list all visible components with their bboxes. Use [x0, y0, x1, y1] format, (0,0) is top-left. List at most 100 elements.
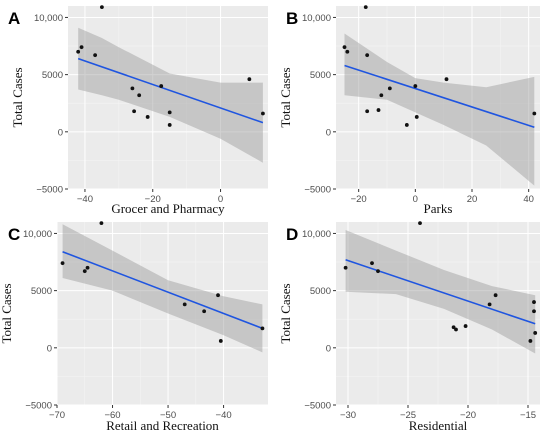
y-tick-label: 0	[326, 127, 331, 138]
data-point	[159, 84, 164, 88]
data-point	[343, 265, 348, 270]
data-point	[363, 5, 368, 10]
y-tick-label: 5000	[310, 70, 331, 81]
data-point	[454, 327, 458, 332]
data-point	[451, 325, 456, 330]
x-axis-label: Grocer and Pharmacy	[111, 201, 225, 216]
x-tick-label: 0	[218, 194, 223, 205]
data-point	[370, 261, 374, 266]
data-point	[379, 93, 384, 98]
confidence-band	[344, 33, 535, 186]
y-tick-label: −5000	[304, 401, 331, 412]
data-point	[216, 293, 220, 298]
data-point	[342, 45, 347, 50]
y-tick-label: 10,000	[302, 13, 331, 24]
x-tick-label: −25	[400, 410, 416, 421]
data-point	[202, 309, 207, 314]
data-point	[132, 109, 137, 114]
data-point	[261, 111, 265, 116]
data-points	[60, 221, 265, 343]
data-point	[60, 261, 65, 266]
y-tick-label: 10,000	[302, 229, 331, 240]
panel-letter: B	[286, 9, 298, 28]
y-tick-label: 5000	[310, 286, 331, 297]
data-point	[387, 86, 392, 91]
regression-line	[77, 57, 264, 124]
data-point	[137, 93, 142, 98]
x-tick-label: −20	[145, 194, 161, 205]
x-tick-label: −50	[160, 410, 176, 421]
data-point	[365, 109, 370, 114]
x-tick-label: 20	[467, 194, 478, 205]
data-point	[99, 5, 104, 10]
data-point	[532, 111, 537, 116]
confidence-band	[62, 224, 263, 353]
y-axis-label: Total Cases	[0, 283, 14, 343]
data-point	[533, 331, 538, 335]
x-tick-label: −30	[340, 410, 356, 421]
data-point	[130, 86, 135, 91]
gridlines	[56, 222, 268, 406]
data-point	[82, 269, 87, 274]
panel-letter: D	[286, 225, 298, 244]
data-point	[528, 339, 533, 343]
panel-letter: C	[8, 225, 20, 244]
y-axis-label: Total Cases	[278, 67, 293, 127]
data-point	[345, 49, 350, 54]
panel-d: −5000 0 5000 10,000 −30 −25 −20 −15 Residential T…	[278, 221, 540, 433]
data-point	[404, 123, 409, 127]
y-tick-label: 0	[47, 343, 52, 354]
data-point	[365, 53, 370, 58]
y-tick-label: 10,000	[34, 13, 63, 24]
x-axis-label: Residential	[409, 418, 468, 433]
x-tick-label: −20	[460, 410, 476, 421]
data-point	[247, 77, 252, 82]
y-tick-label: 0	[326, 343, 331, 354]
x-tick-label: −15	[520, 410, 536, 421]
plot-background	[336, 6, 540, 189]
y-tick-label: −5000	[304, 185, 331, 196]
y-tick-label: −5000	[25, 401, 52, 412]
data-point	[413, 84, 418, 88]
x-tick-label: 40	[523, 194, 534, 205]
data-point	[93, 53, 98, 58]
data-point	[376, 269, 380, 274]
data-point	[76, 49, 81, 54]
data-point	[376, 108, 381, 112]
data-point	[444, 77, 449, 82]
data-point	[167, 110, 172, 115]
data-point	[79, 45, 84, 50]
data-point	[487, 302, 492, 307]
data-point	[463, 324, 468, 328]
x-tick-label: −20	[351, 194, 367, 205]
x-axis-label: Parks	[424, 201, 453, 216]
x-tick-label: −40	[77, 194, 93, 205]
data-points	[76, 5, 265, 127]
x-tick-label: −40	[216, 410, 232, 421]
y-axis-label: Total Cases	[278, 283, 293, 343]
y-tick-label: 5000	[31, 286, 52, 297]
plot-background	[57, 222, 268, 405]
data-point	[493, 293, 498, 298]
data-point	[182, 302, 187, 307]
x-tick-label: −70	[49, 410, 65, 421]
data-point	[414, 115, 419, 119]
x-axis-label: Retail and Recreation	[106, 418, 219, 433]
data-point	[532, 300, 536, 304]
regression-line	[62, 250, 263, 330]
data-point	[145, 115, 150, 119]
panel-letter: A	[8, 9, 20, 28]
y-tick-label: 10,000	[23, 229, 52, 240]
y-tick-label: −5000	[36, 185, 63, 196]
y-axis-label: Total Cases	[10, 67, 25, 127]
data-point	[532, 309, 536, 314]
data-points	[342, 5, 537, 127]
confidence-band	[78, 27, 263, 163]
x-tick-label: −60	[104, 410, 120, 421]
data-point	[99, 221, 104, 226]
y-tick-label: 5000	[42, 70, 63, 81]
regression-line	[344, 64, 535, 128]
